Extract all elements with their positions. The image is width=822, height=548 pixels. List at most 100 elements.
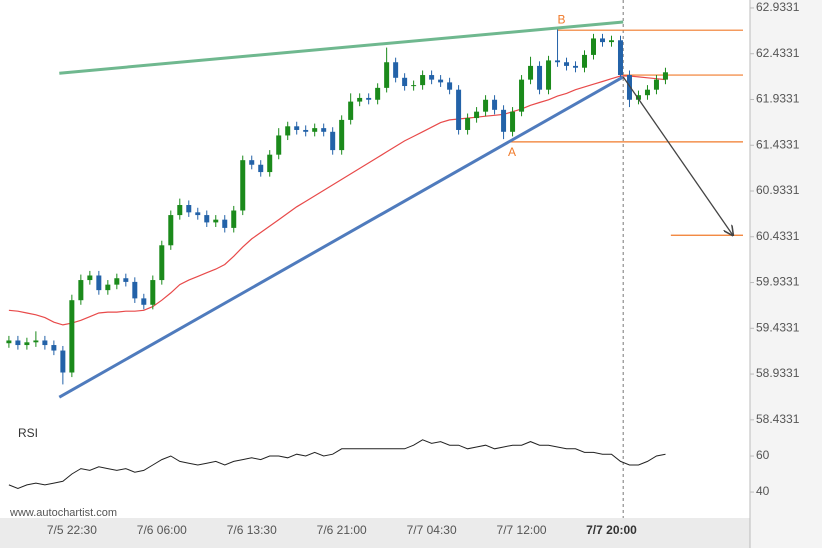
y-tick-label: 60.4331 (756, 229, 800, 243)
x-tick-label: 7/6 06:00 (137, 523, 187, 537)
candle-body (105, 284, 111, 291)
candle-body (357, 97, 363, 102)
candle-body (123, 278, 129, 282)
x-tick-label: 7/6 13:30 (227, 523, 277, 537)
y-tick-label: 62.9331 (756, 0, 800, 14)
rsi-label: RSI (18, 426, 38, 440)
candle-body (186, 205, 192, 213)
candle-body (402, 77, 408, 87)
candle-body (662, 72, 668, 80)
candle-body (474, 111, 480, 119)
y-tick-label: 58.9331 (756, 366, 800, 380)
candle-body (591, 38, 597, 55)
candle-body (528, 65, 534, 80)
candle-body (6, 340, 12, 344)
candle-body (195, 212, 201, 216)
candle-body (213, 219, 219, 223)
candle-body (87, 275, 93, 281)
candle-body (312, 128, 318, 132)
candle-body (294, 126, 300, 130)
candle-body (42, 340, 48, 346)
candle-body (33, 340, 39, 343)
candle-body (267, 154, 273, 173)
x-tick-label: 7/5 22:30 (47, 523, 97, 537)
candle-body (573, 65, 579, 68)
candle-body (15, 340, 21, 346)
candle-body (537, 65, 543, 90)
candle-body (285, 126, 291, 136)
candle-body (501, 109, 507, 132)
candle-body (150, 280, 156, 305)
y-tick-label: 58.4331 (756, 412, 800, 426)
candle-body (24, 342, 30, 346)
candle-body (159, 245, 165, 281)
candle-body (608, 40, 614, 43)
candle-body (599, 38, 605, 43)
rsi-tick-label: 60 (756, 448, 770, 462)
x-tick-label: 7/7 12:00 (497, 523, 547, 537)
candle-body (653, 79, 659, 90)
x-axis-strip (0, 518, 822, 548)
level-label: B (558, 12, 566, 26)
candle-body (375, 87, 381, 100)
candle-body (456, 89, 462, 130)
candle-body (249, 160, 255, 165)
candle-body (258, 164, 264, 173)
candle-body (366, 97, 372, 100)
candle-body (276, 135, 282, 155)
candle-body (411, 85, 417, 87)
y-tick-label: 59.9331 (756, 275, 800, 289)
y-tick-label: 60.9331 (756, 183, 800, 197)
candle-body (78, 280, 84, 301)
candle-body (204, 215, 210, 223)
candle-body (222, 219, 228, 228)
y-tick-label: 62.4331 (756, 46, 800, 60)
candle-body (348, 101, 354, 120)
candle-body (564, 62, 570, 66)
rsi-line (8, 439, 666, 490)
candle-body (420, 75, 426, 86)
support-line (58, 75, 624, 399)
candle-body (465, 118, 471, 130)
candle-body (177, 205, 183, 216)
x-tick-label: 7/7 20:00 (586, 523, 637, 537)
candle-body (555, 60, 561, 63)
candle-body (447, 82, 453, 90)
candle-body (231, 210, 237, 228)
candle-body (240, 160, 246, 211)
candle-body (393, 62, 399, 78)
candle-body (510, 111, 516, 132)
level-label: A (508, 145, 516, 159)
candle-body (626, 75, 632, 100)
x-tick-label: 7/7 04:30 (407, 523, 457, 537)
candle-body (303, 129, 309, 132)
candle-body (617, 40, 623, 76)
y-tick-label: 61.4331 (756, 137, 800, 151)
y-tick-label: 59.4331 (756, 320, 800, 334)
candle-body (330, 131, 336, 151)
candle-body (51, 345, 57, 351)
candle-body (321, 128, 327, 132)
candle-body (114, 278, 120, 285)
rsi-tick-label: 40 (756, 484, 770, 498)
candle-body (339, 119, 345, 151)
candle-body (141, 298, 147, 305)
candle-body (438, 79, 444, 83)
candle-body (546, 60, 552, 90)
candle-body (644, 89, 650, 96)
candle-body (519, 79, 525, 112)
y-tick-label: 61.9331 (756, 92, 800, 106)
y-axis-strip (750, 0, 822, 548)
candle-body (69, 300, 75, 373)
forecast-arrow (622, 76, 733, 235)
candle-body (635, 95, 641, 100)
candle-body (60, 350, 66, 373)
candle-body (132, 281, 138, 299)
candle-body (429, 75, 435, 80)
watermark: www.autochartist.com (9, 507, 117, 519)
candle-body (483, 99, 489, 112)
resistance-line (59, 20, 624, 75)
candle-body (168, 215, 174, 246)
